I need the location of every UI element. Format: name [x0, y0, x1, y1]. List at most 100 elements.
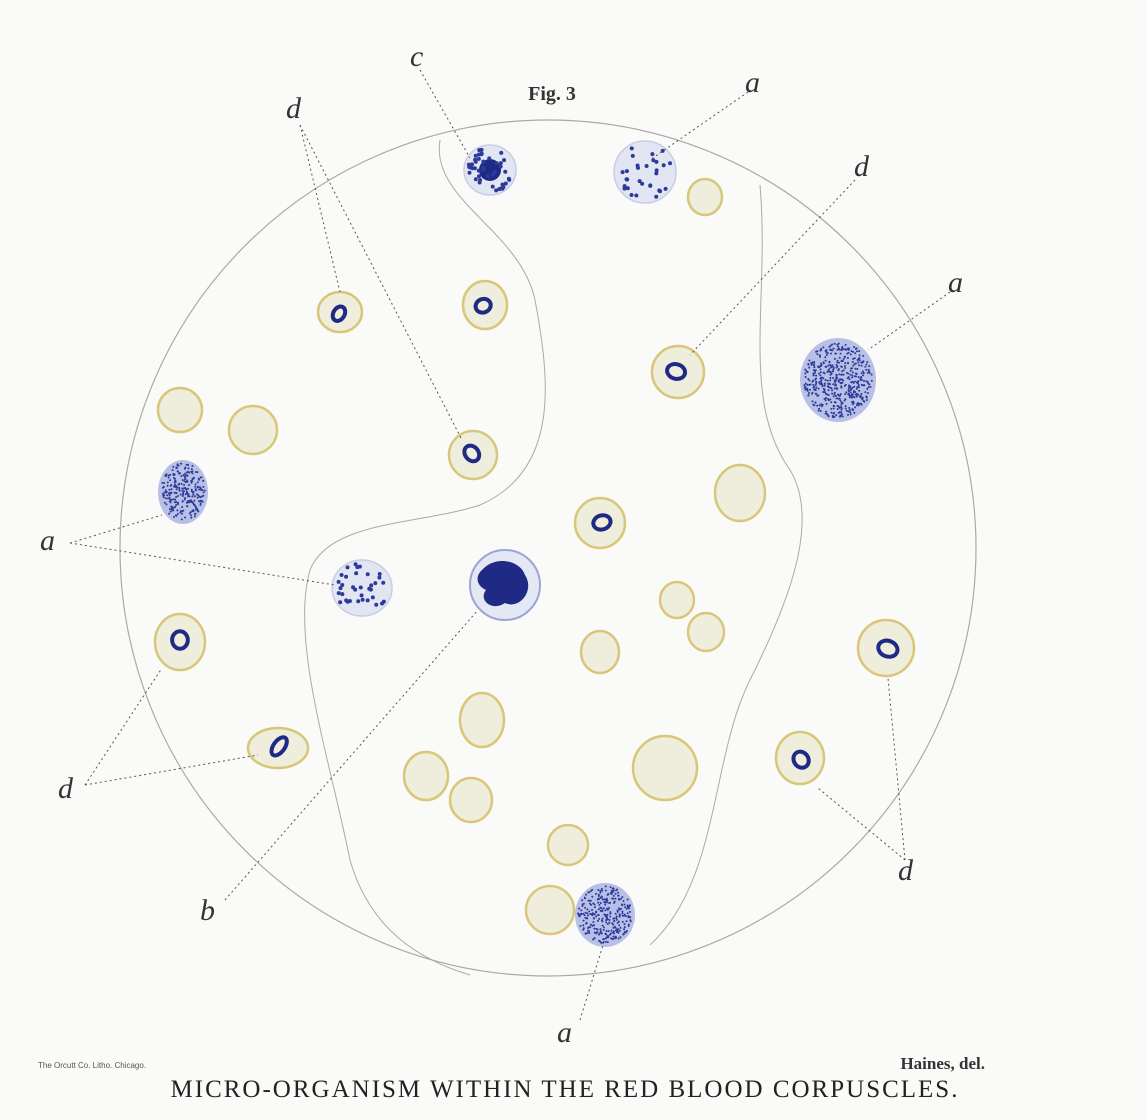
corpuscle: [316, 290, 364, 334]
granule: [172, 473, 175, 476]
granule: [860, 392, 863, 395]
granule: [821, 385, 824, 388]
granule: [473, 153, 478, 158]
granule: [172, 476, 175, 479]
granule: [861, 370, 864, 373]
leader: [817, 677, 906, 861]
granule: [170, 488, 173, 491]
granule: [184, 487, 187, 490]
granule: [813, 385, 816, 388]
granule: [808, 366, 811, 369]
granule: [833, 405, 836, 408]
granule: [591, 888, 594, 891]
granule: [590, 890, 593, 893]
granule: [836, 348, 839, 351]
granule: [176, 463, 179, 466]
nucleus: [477, 560, 529, 607]
granule: [598, 939, 601, 942]
granule: [816, 394, 819, 397]
granule: [592, 912, 595, 915]
granule: [595, 932, 598, 935]
granule: [162, 485, 165, 488]
granule: [829, 352, 832, 355]
granule: [832, 412, 835, 415]
granule: [485, 174, 490, 179]
granule: [193, 515, 196, 518]
granule: [186, 501, 189, 504]
granule: [624, 906, 627, 909]
granule: [851, 361, 854, 364]
granule: [811, 361, 814, 364]
granule: [854, 372, 857, 375]
granule: [860, 372, 863, 375]
granule: [824, 412, 827, 415]
granule: [593, 937, 596, 940]
granule: [175, 496, 178, 499]
granule: [616, 888, 619, 891]
granule: [194, 512, 197, 515]
granule: [340, 583, 345, 588]
granule: [824, 392, 827, 395]
granule: [841, 360, 844, 363]
granule: [591, 924, 594, 927]
granule: [174, 506, 177, 509]
granule: [165, 503, 168, 506]
granule: [196, 471, 199, 474]
granule: [492, 169, 497, 174]
granule: [812, 379, 815, 382]
granule: [864, 365, 867, 368]
granule: [830, 407, 833, 410]
corpuscle: [458, 691, 506, 749]
granule: [604, 909, 607, 912]
granule: [199, 503, 202, 506]
granule: [613, 920, 616, 923]
granule: [865, 368, 868, 371]
granule: [193, 495, 196, 498]
granule: [657, 188, 662, 193]
granule: [854, 362, 857, 365]
corpuscle: [650, 344, 706, 400]
granule: [174, 480, 177, 483]
label: a: [745, 66, 760, 99]
granule: [579, 924, 582, 927]
granule: [168, 494, 171, 497]
granule: [840, 381, 843, 384]
granule: [169, 510, 172, 513]
granule: [179, 510, 182, 513]
granule: [856, 402, 859, 405]
granule: [650, 152, 655, 157]
granule: [852, 409, 855, 412]
label: b: [200, 894, 215, 927]
granule: [605, 901, 608, 904]
granule: [188, 512, 191, 515]
granule: [623, 903, 626, 906]
granule: [806, 371, 809, 374]
granule: [202, 479, 205, 482]
leader: [69, 514, 336, 586]
corpuscle: [448, 776, 494, 824]
granule: [163, 501, 166, 504]
granule: [828, 360, 831, 363]
granule: [806, 383, 809, 386]
granule: [612, 923, 615, 926]
granule: [624, 914, 627, 917]
granule: [831, 364, 834, 367]
granule: [191, 478, 194, 481]
granule: [597, 901, 600, 904]
granule: [839, 399, 842, 402]
granule: [579, 913, 582, 916]
granule: [860, 383, 863, 386]
granule: [589, 913, 592, 916]
granule: [193, 476, 196, 479]
granule: [842, 357, 845, 360]
granule: [828, 345, 831, 348]
granule: [855, 404, 858, 407]
granule: [849, 353, 852, 356]
granule: [857, 375, 860, 378]
granule: [357, 564, 362, 569]
granule: [814, 371, 817, 374]
granule: [856, 386, 859, 389]
granule: [183, 490, 186, 493]
granule: [870, 379, 873, 382]
